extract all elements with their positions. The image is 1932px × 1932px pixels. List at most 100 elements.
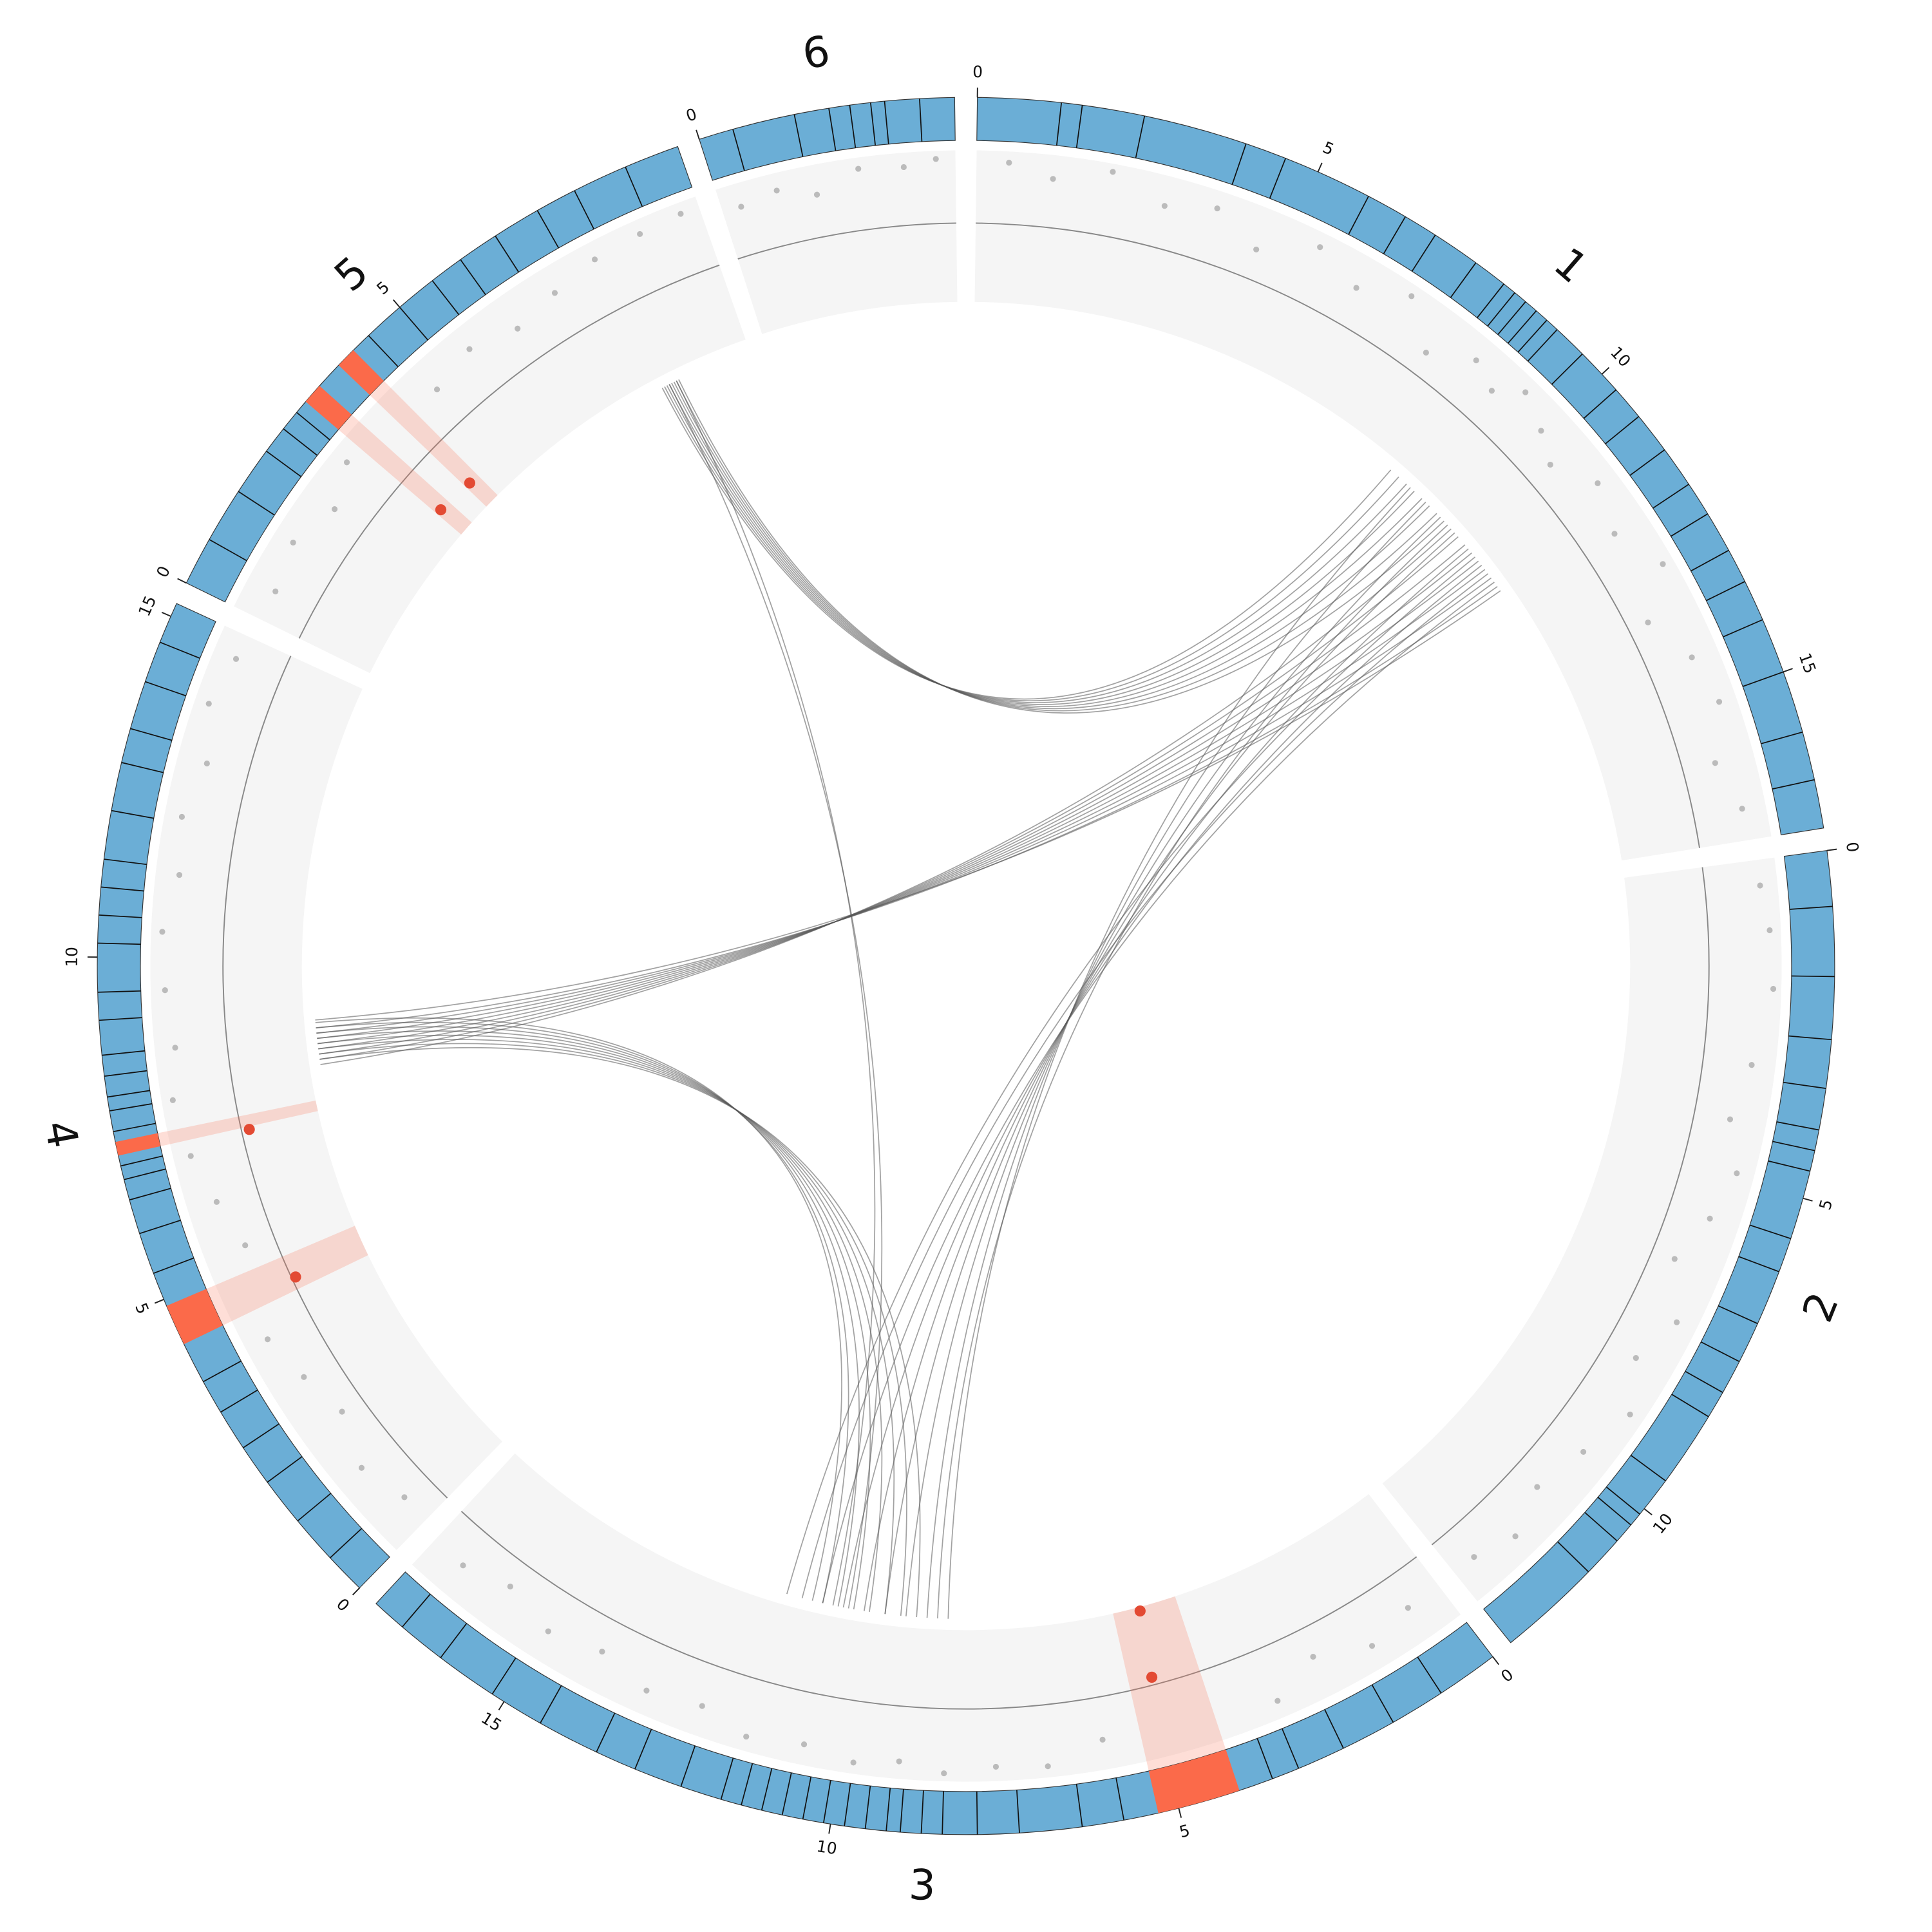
cytoband <box>111 810 154 819</box>
cytoband <box>107 1090 150 1098</box>
scatter-point <box>1253 246 1260 253</box>
cytoband <box>720 1757 734 1800</box>
cytoband <box>1016 1790 1020 1833</box>
cytoband <box>1383 216 1406 254</box>
scatter-point <box>178 813 185 820</box>
link <box>678 379 1444 714</box>
cytoband <box>267 1456 303 1483</box>
cytoband <box>1629 449 1665 476</box>
scatter-point <box>1770 985 1777 992</box>
scatter-point <box>1317 244 1323 251</box>
cytoband <box>942 1791 944 1835</box>
scatter-point <box>545 1628 551 1634</box>
scatter-point <box>187 1153 194 1159</box>
chromosome-label: 6 <box>799 27 833 79</box>
cytoband <box>1776 1121 1819 1131</box>
scatter-point <box>507 1583 513 1590</box>
scatter-point <box>466 346 473 352</box>
scatter-point <box>1689 654 1695 661</box>
scatter-point <box>1110 169 1116 175</box>
cytoband <box>104 1070 147 1077</box>
cytoband <box>1653 484 1689 509</box>
tick <box>1601 366 1610 375</box>
cytoband <box>1723 619 1763 638</box>
cytoband <box>1783 1081 1826 1089</box>
highlight <box>1148 1749 1240 1814</box>
tick-label: 15 <box>135 593 160 620</box>
cytoband <box>919 99 923 142</box>
scatter-point <box>433 386 440 393</box>
scatter-point <box>1766 927 1773 934</box>
tick <box>1492 1656 1500 1665</box>
scatter-point <box>1645 619 1651 626</box>
track-axis <box>976 222 1700 848</box>
scatter-point <box>850 1759 857 1766</box>
link <box>317 569 1486 1039</box>
link <box>661 387 1392 700</box>
scatter-point <box>1353 285 1359 291</box>
cytoband <box>1605 416 1640 444</box>
cytoband <box>976 1791 978 1835</box>
link <box>664 386 1399 702</box>
cytoband <box>1497 301 1526 336</box>
link <box>316 1026 860 1607</box>
track-background <box>234 196 746 674</box>
scatter-point <box>358 1464 365 1471</box>
scatter-point <box>1045 1763 1051 1770</box>
scatter-point <box>599 1648 605 1655</box>
cytoband <box>124 1168 166 1180</box>
scatter-point <box>800 1741 808 1748</box>
cytoband <box>1450 262 1477 298</box>
scatter-point <box>1050 176 1056 182</box>
tick-label: 0 <box>333 1595 354 1615</box>
cytoband <box>1583 389 1616 419</box>
cytoband <box>1477 283 1504 318</box>
marker-point <box>243 1124 255 1135</box>
cytoband <box>297 1493 332 1522</box>
tick <box>177 578 187 584</box>
cytoband <box>822 1780 831 1823</box>
cytoband <box>1718 1305 1758 1325</box>
cytoband <box>1282 1728 1300 1769</box>
scatter-point <box>339 1408 345 1415</box>
tick <box>828 1824 831 1834</box>
link <box>319 1046 921 1618</box>
cytoband <box>431 280 460 316</box>
cytoband <box>399 307 429 341</box>
highlight-wedge <box>370 381 498 507</box>
link <box>842 565 1482 1608</box>
cytoband <box>884 101 889 144</box>
tick-label: 10 <box>1607 343 1634 371</box>
scatter-point <box>1611 531 1618 537</box>
scatter-point <box>1512 1533 1519 1540</box>
cytoband <box>869 102 876 146</box>
cytoband <box>1605 1486 1640 1515</box>
cytoband <box>99 914 142 918</box>
scatter-point <box>232 656 240 662</box>
cytoband <box>495 235 520 273</box>
link <box>319 1043 907 1616</box>
link <box>676 380 1437 712</box>
scatter-point <box>1734 1170 1740 1177</box>
cytoband <box>139 1220 181 1235</box>
scatter-point <box>1739 806 1745 812</box>
scatter-point <box>1534 1484 1540 1490</box>
tick <box>696 129 700 140</box>
cytoband <box>1115 1777 1125 1821</box>
cytoband <box>844 1783 851 1826</box>
scatter-point <box>343 459 350 466</box>
scatter-point <box>699 1703 705 1709</box>
chromosome-label: 5 <box>326 247 378 301</box>
link <box>822 582 1495 1604</box>
highlight-wedge <box>157 1100 318 1146</box>
cytoband <box>120 1155 163 1167</box>
tick <box>161 612 171 617</box>
cytoband <box>460 259 486 296</box>
scatter-point <box>1274 1698 1281 1704</box>
cytoband <box>680 1745 696 1787</box>
highlight-wedge <box>1113 1596 1226 1772</box>
scatter-point <box>1712 760 1718 766</box>
cytoband <box>802 1776 812 1820</box>
scatter-point <box>162 987 168 994</box>
tick-label: 15 <box>478 1709 505 1735</box>
